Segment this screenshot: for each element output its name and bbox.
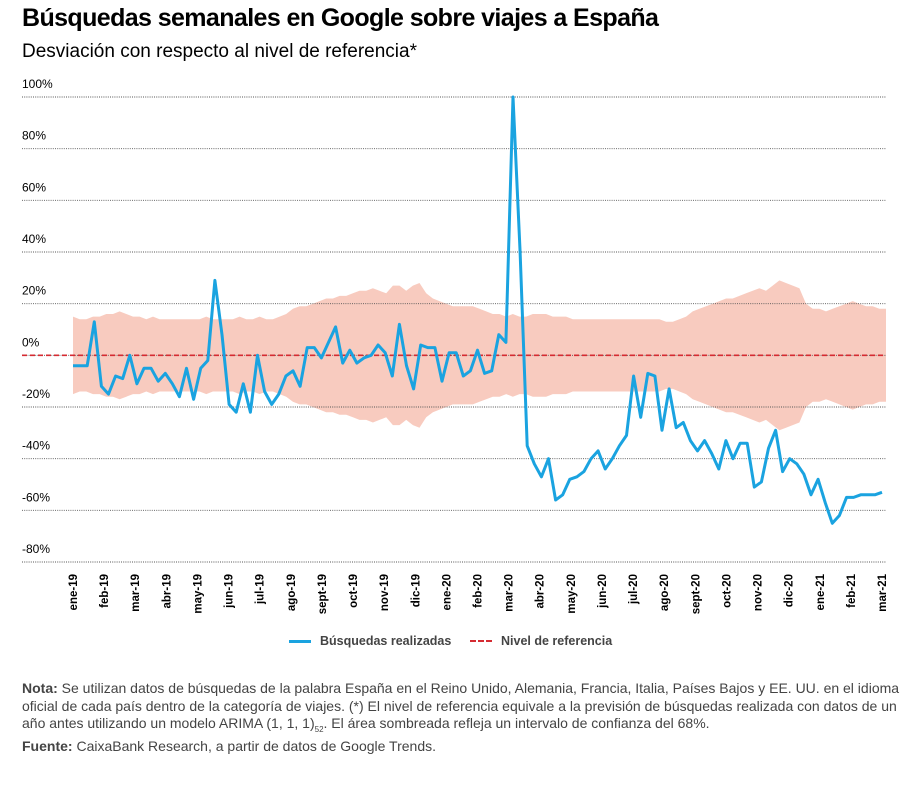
x-tick-label: abr-19 <box>161 574 173 609</box>
series-line-layer <box>73 95 883 525</box>
x-tick-label: jul-19 <box>255 574 267 605</box>
y-tick-label: 60% <box>22 180 46 194</box>
x-tick-label: abr-20 <box>535 574 547 609</box>
x-tick-label: nov-20 <box>753 574 765 611</box>
x-tick-label: ene-19 <box>68 574 80 610</box>
x-axis-ticks: ene-19 feb-19 mar-19 abr-19 may-19 jun-19 jul-… <box>68 573 889 614</box>
x-tick-label: ene-21 <box>815 573 827 610</box>
legend-item-realizadas: Búsquedas realizadas <box>289 634 451 648</box>
note-label: Nota: <box>22 680 58 696</box>
legend-swatch-dashed <box>470 640 492 642</box>
series-line-busquedas <box>73 95 883 525</box>
x-tick-label: feb-20 <box>473 574 485 608</box>
y-tick-label: 40% <box>22 232 46 246</box>
x-tick-label: ene-20 <box>441 574 453 610</box>
chart-subtitle: Desviación con respecto al nivel de refe… <box>22 41 417 62</box>
source-label: Fuente: <box>22 738 73 755</box>
x-tick-label: oct-19 <box>348 574 360 608</box>
x-tick-label: jun-20 <box>597 574 609 609</box>
note-text-end: . El área sombreada refleja un intervalo… <box>323 715 710 731</box>
x-tick-label: jul-20 <box>628 574 640 605</box>
footnote: Nota: Se utilizan datos de búsquedas de … <box>22 680 902 756</box>
x-tick-label: dic-20 <box>784 574 796 607</box>
x-tick-label: mar-21 <box>877 573 889 611</box>
x-tick-label: sept-20 <box>690 574 702 614</box>
legend-label-realizadas: Búsquedas realizadas <box>320 634 452 648</box>
x-tick-label: ago-20 <box>659 574 671 611</box>
x-tick-label: sept-19 <box>317 574 329 614</box>
x-tick-label: mar-19 <box>130 574 142 612</box>
y-tick-label: 80% <box>22 129 46 143</box>
y-tick-label: -80% <box>22 542 50 556</box>
line-chart: 100% 80% 60% 40% 20% 0% -20% -40% -60% -80% ene-1… <box>22 77 889 614</box>
chart-title: Búsquedas semanales en Google sobre viaj… <box>22 4 659 32</box>
x-tick-label: nov-19 <box>379 574 391 611</box>
y-tick-label: -20% <box>22 387 50 401</box>
x-tick-label: feb-21 <box>846 573 858 607</box>
x-tick-label: feb-19 <box>99 574 111 608</box>
y-tick-label: -40% <box>22 439 50 453</box>
y-tick-label: -60% <box>22 490 50 504</box>
y-tick-label: 20% <box>22 284 46 298</box>
legend-swatch-solid <box>289 639 311 643</box>
note-subscript: 52 <box>314 724 324 734</box>
x-tick-label: jun-19 <box>224 574 236 609</box>
source-text: CaixaBank Research, a partir de datos de… <box>72 738 436 755</box>
y-tick-label: 100% <box>22 77 53 91</box>
x-tick-label: mar-20 <box>504 574 516 612</box>
x-tick-label: may-20 <box>566 574 578 614</box>
y-axis-ticks: 100% 80% 60% 40% 20% 0% -20% -40% -60% -80% <box>22 77 53 556</box>
note-text: Se utilizan datos de búsquedas de la pal… <box>22 680 900 731</box>
x-tick-label: oct-20 <box>721 574 733 608</box>
x-tick-label: dic-19 <box>410 574 422 607</box>
x-tick-label: may-19 <box>192 574 204 614</box>
legend-label-referencia: Nivel de referencia <box>501 634 613 648</box>
x-tick-label: ago-19 <box>286 574 298 611</box>
y-tick-label: 0% <box>22 335 40 349</box>
legend-item-referencia: Nivel de referencia <box>470 634 612 648</box>
